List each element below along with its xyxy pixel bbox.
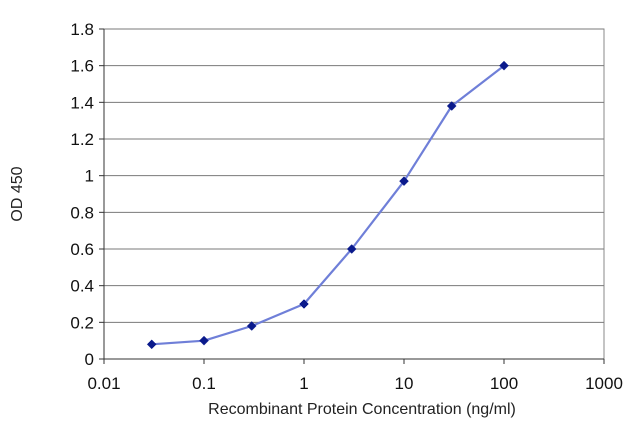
x-tick-label: 10 [395, 374, 414, 393]
y-tick-label: 1 [85, 167, 94, 186]
x-axis-title: Recombinant Protein Concentration (ng/ml… [208, 401, 516, 418]
data-point [446, 101, 457, 111]
y-tick-label: 0 [85, 350, 94, 369]
y-tick-label: 0.8 [70, 203, 94, 222]
y-tick-label: 0.6 [70, 240, 94, 259]
data-point [346, 244, 357, 254]
x-tick-labels: 0.01 0.1 1 10 100 1000 [87, 374, 622, 393]
y-tick-label: 1.6 [70, 57, 94, 76]
y-axis-title: OD 450 [9, 166, 26, 221]
plot-area [103, 28, 605, 360]
series-line [151, 64, 505, 346]
gridlines [104, 28, 604, 323]
axes [99, 28, 605, 364]
y-tick-label: 0.4 [70, 277, 94, 296]
y-tick-labels: 0 0.2 0.4 0.6 0.8 1 1.2 1.4 1.6 1.8 [70, 20, 94, 369]
x-tick-label: 0.1 [192, 374, 216, 393]
series-group [146, 60, 509, 350]
data-point [146, 339, 157, 350]
data-point [299, 299, 309, 309]
data-point [499, 60, 509, 71]
data-point [399, 176, 409, 187]
x-tick-label: 1 [299, 374, 308, 393]
x-tick-label: 0.01 [87, 374, 120, 393]
y-tick-label: 0.2 [70, 313, 94, 332]
y-tick-label: 1.4 [70, 93, 94, 112]
data-point [199, 335, 209, 346]
y-tick-label: 1.8 [70, 20, 94, 39]
x-tick-label: 100 [490, 374, 518, 393]
x-tick-label: 1000 [585, 374, 623, 393]
data-point [246, 321, 257, 331]
y-tick-label: 1.2 [70, 130, 94, 149]
